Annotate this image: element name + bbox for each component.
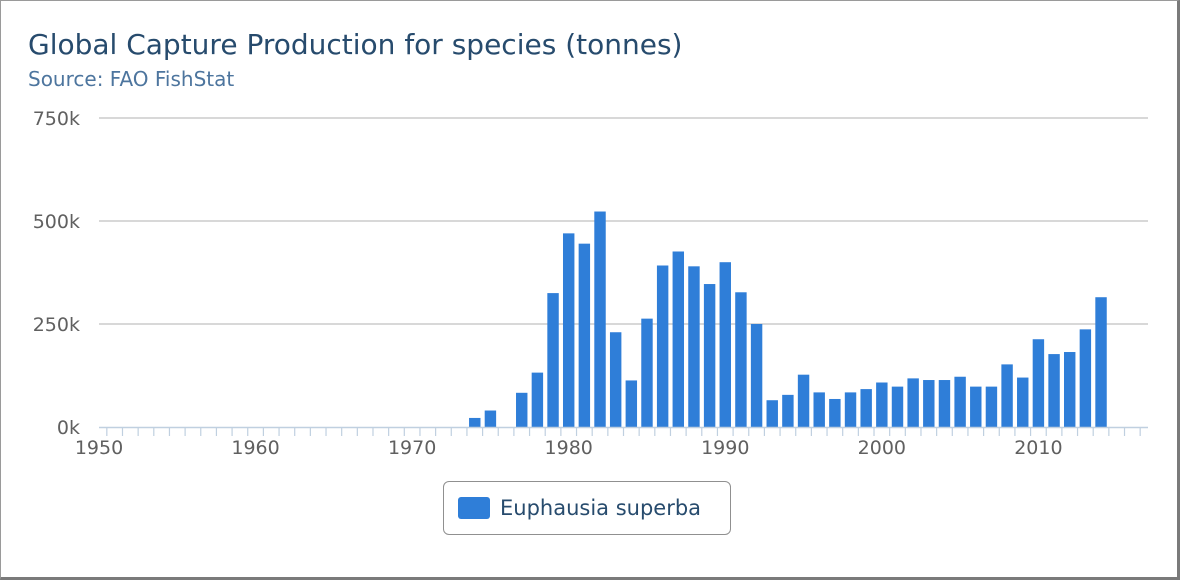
x-tick-label: 1990: [701, 437, 749, 459]
chart-subtitle: Source: FAO FishStat: [28, 67, 235, 91]
bar: [970, 386, 982, 427]
bar: [891, 386, 904, 427]
bar: [562, 233, 575, 427]
bar: [1001, 364, 1013, 427]
x-tick-label: 2010: [1014, 437, 1062, 459]
bar: [656, 265, 669, 427]
bar: [1048, 354, 1060, 427]
y-tick-label: 750k: [33, 108, 80, 130]
bar: [594, 211, 606, 427]
bar: [703, 284, 716, 427]
bar: [609, 332, 622, 427]
y-tick-label: 0k: [57, 417, 80, 439]
bar: [782, 394, 794, 427]
bar: [1032, 339, 1045, 427]
bar: [797, 374, 810, 427]
bar: [625, 380, 638, 427]
x-tick-label: 1950: [75, 437, 123, 459]
bar: [876, 382, 888, 427]
bar: [469, 417, 481, 427]
bar: [531, 372, 544, 427]
x-tick-label: 1980: [545, 437, 593, 459]
legend[interactable]: Euphausia superba: [443, 481, 731, 535]
bar: [735, 292, 747, 427]
bar: [766, 400, 778, 427]
bar: [484, 410, 497, 427]
bar: [1064, 352, 1076, 427]
x-tick-label: 1960: [231, 437, 279, 459]
bar: [907, 378, 919, 427]
bar: [641, 318, 653, 427]
bar: [672, 251, 685, 427]
bar: [938, 380, 951, 427]
x-tick-label: 1970: [388, 437, 436, 459]
x-tick-label: 2000: [858, 437, 906, 459]
bar: [1017, 377, 1029, 427]
bar: [688, 266, 700, 427]
bar: [860, 389, 872, 427]
chart-title: Global Capture Production for species (t…: [28, 28, 683, 61]
bar: [844, 392, 857, 427]
bar: [829, 398, 841, 427]
bar: [985, 386, 998, 427]
bar: [1095, 297, 1107, 427]
x-axis: 1950 1960 1970 1980 1990 2000 2010: [75, 426, 1148, 459]
bar: [547, 293, 559, 427]
bar: [954, 376, 966, 427]
gridlines: [99, 117, 1148, 325]
legend-item-label[interactable]: Euphausia superba: [500, 496, 702, 520]
y-axis: 0k 250k 500k 750k: [33, 108, 80, 439]
bar-series: [469, 211, 1107, 427]
bar: [750, 324, 763, 427]
bar: [1079, 329, 1092, 427]
bar: [923, 380, 935, 427]
bar: [813, 392, 825, 427]
y-tick-label: 250k: [33, 314, 80, 336]
y-tick-label: 500k: [33, 211, 80, 233]
bar: [516, 392, 528, 427]
bar: [719, 262, 731, 427]
bar: [578, 243, 591, 427]
legend-swatch: [458, 497, 490, 519]
